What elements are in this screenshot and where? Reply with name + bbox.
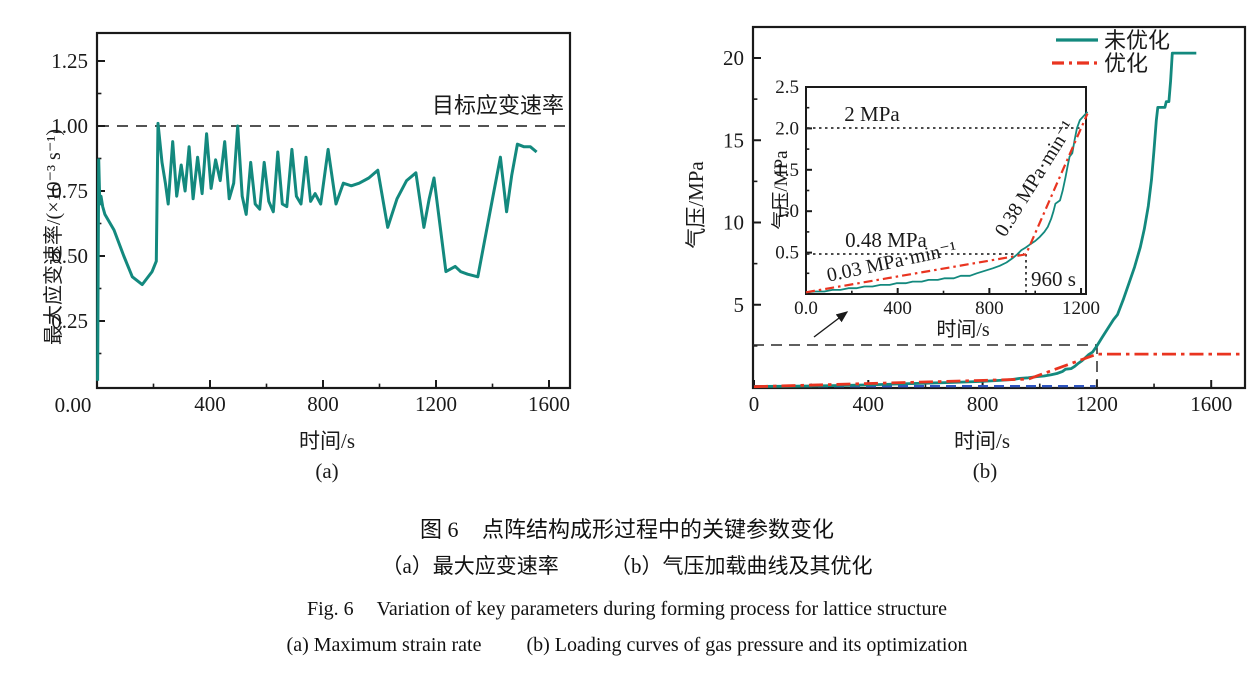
inset-ticks: 0.0 400 800 1200 0.5 1.0 1.5 2.0 2.5 [775, 77, 1100, 319]
chart-a-plot-box [95, 31, 572, 390]
target-strain-rate-label: 目标应变速率 [432, 93, 564, 118]
inset-x-axis-label: 时间/s [936, 318, 990, 341]
caption-cn-sub-a: （a）最大应变速率 [381, 554, 559, 578]
chart-a: 400 800 1200 1600 0.25 0.50 0.75 1.00 1.25 目标应变速… [42, 31, 572, 483]
y-tick-label: 0.25 [51, 309, 88, 333]
y-tick-label: 20 [723, 46, 744, 70]
chart-a-sublabel: (a) [315, 459, 338, 483]
chart-b-inset: 0.0 400 800 1200 0.5 1.0 1.5 2.0 2.5 2 MPa 0.48 … [770, 77, 1100, 341]
chart-b: 0 400 800 1200 1600 5 10 15 20 气压/MPa 时间/s (b) 未… [684, 25, 1247, 483]
chart-a-ticks: 400 800 1200 1600 0.25 0.50 0.75 1.00 1.25 [51, 49, 570, 416]
strain-rate-curve [96, 121, 538, 381]
caption-en-fig-label: Fig. 6 [306, 598, 354, 620]
caption-cn-sub-b: （b）气压加载曲线及其优化 [610, 554, 873, 578]
inset-plot-box [805, 86, 1087, 295]
x-tick-label: 800 [307, 392, 339, 416]
x-tick-label: 400 [883, 298, 912, 319]
x-tick-label: 1200 [415, 392, 457, 416]
caption-cn-fig-label: 图 6 [419, 517, 459, 542]
x-tick-label: 400 [853, 392, 885, 416]
legend-label-unoptimized: 未优化 [1104, 28, 1170, 53]
y-tick-label: 15 [723, 128, 744, 152]
caption-cn-title: 点阵结构成形过程中的关键参数变化 [482, 517, 835, 542]
chart-a-x-axis-label: 时间/s [299, 429, 355, 453]
legend-label-optimized: 优化 [1104, 51, 1148, 76]
optimized-pressure-curve [753, 352, 1240, 389]
x-tick-label: 1600 [528, 392, 570, 416]
y-tick-label: 1.00 [51, 114, 88, 138]
y-tick-label: 1.25 [51, 49, 88, 73]
chart-b-sublabel: (b) [973, 459, 998, 483]
chart-b-y-axis-label: 气压/MPa [684, 161, 708, 249]
inset-y-axis-label: 气压/MPa [770, 150, 792, 230]
x-tick-label: 800 [975, 298, 1004, 319]
chart-b-ticks: 0 400 800 1200 1600 5 10 15 20 [723, 46, 1232, 416]
chart-a-y-axis-label: 最大应变速率/(×10⁻³ s⁻¹) [42, 129, 65, 345]
caption-cn-title-line: 图 6 点阵结构成形过程中的关键参数变化 [0, 512, 1254, 544]
y-tick-label: 10 [723, 211, 744, 235]
y-tick-label: 1.5 [775, 160, 799, 181]
caption-en-title: Variation of key parameters during formi… [376, 598, 948, 620]
x-tick-label: 0 [749, 392, 760, 416]
chart-b-plot-box [751, 25, 1247, 390]
caption-en-sub-b: (b) Loading curves of gas pressure and i… [526, 634, 968, 656]
inset-optimized-curve [805, 113, 1089, 294]
chart-a-origin-label: 0.00 [55, 393, 92, 417]
caption-en-sub-a: (a) Maximum strain rate [286, 634, 482, 656]
inset-annotation-048mpa: 0.48 MPa [845, 228, 927, 252]
caption-en-title-line: Fig. 6 Variation of key parameters durin… [0, 598, 1254, 621]
caption-en-sub-line: (a) Maximum strain rate (b) Loading curv… [0, 634, 1254, 657]
inset-annotation-960s: 960 s [1031, 267, 1076, 291]
chart-b-legend: 未优化 优化 [1052, 28, 1170, 76]
y-tick-label: 0.5 [775, 243, 799, 264]
x-tick-label: 1200 [1076, 392, 1118, 416]
x-tick-label: 1600 [1190, 392, 1232, 416]
chart-b-x-axis-label: 时间/s [954, 429, 1010, 453]
zoom-region-arrow [813, 311, 849, 338]
x-tick-label: 400 [194, 392, 226, 416]
inset-annotation-2mpa: 2 MPa [844, 102, 900, 126]
y-tick-label: 5 [734, 293, 745, 317]
inset-unoptimized-curve [805, 111, 1089, 294]
x-tick-label: 0.0 [794, 298, 818, 319]
caption-cn-sub-line: （a）最大应变速率 （b）气压加载曲线及其优化 [0, 550, 1254, 580]
x-tick-label: 1200 [1062, 298, 1100, 319]
y-tick-label: 0.75 [51, 179, 88, 203]
y-tick-label: 2.5 [775, 77, 799, 98]
x-tick-label: 800 [967, 392, 999, 416]
y-tick-label: 0.50 [51, 244, 88, 268]
y-tick-label: 1.0 [775, 201, 799, 222]
y-tick-label: 2.0 [775, 118, 799, 139]
